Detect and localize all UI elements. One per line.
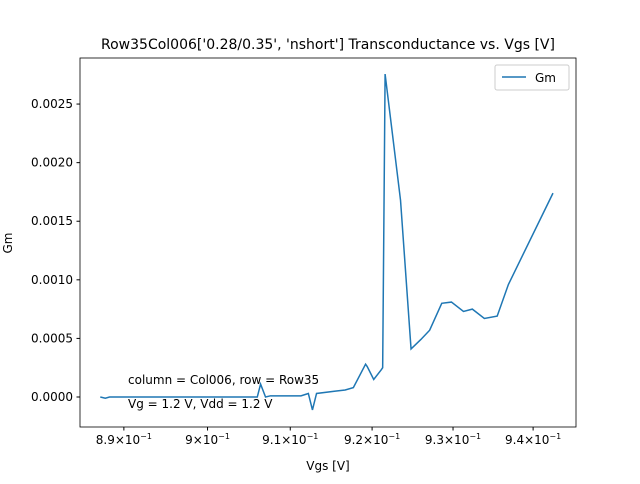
x-tick-label: 8.9×10−1 [96,432,152,447]
x-tick-label: 9.2×10−1 [344,432,400,447]
x-tick-label-base: 9.2×10 [344,433,388,447]
x-tick-label: 9.1×10−1 [262,432,318,447]
x-tick-label-base: 9.4×10 [505,433,549,447]
y-axis-label: Gm [1,233,15,254]
y-tick-label: 0.0010 [31,273,73,287]
x-tick-label-exponent: −1 [140,432,152,441]
y-tick-label: 0.0005 [31,331,73,345]
x-tick-label: 9×10−1 [185,432,230,447]
x-tick-label: 9.3×10−1 [425,432,481,447]
legend-label: Gm [535,71,556,85]
x-tick-label-base: 8.9×10 [96,433,140,447]
y-tick-label: 0.0020 [31,156,73,170]
y-tick-label: 0.0015 [31,214,73,228]
x-tick-label-exponent: −1 [469,432,481,441]
y-tick-label: 0.0025 [31,97,73,111]
x-tick-label: 9.4×10−1 [505,432,561,447]
x-tick-label-exponent: −1 [307,432,319,441]
x-tick-label-base: 9.1×10 [262,433,306,447]
x-tick-label-exponent: −1 [549,432,561,441]
x-tick-label-base: 9×10 [185,433,218,447]
annotation: column = Col006, row = Row35 [128,373,319,387]
plot-frame [79,57,577,428]
annotation: Vg = 1.2 V, Vdd = 1.2 V [128,397,273,411]
series-line [100,73,554,411]
y-tick-label: 0.0000 [31,390,73,404]
x-tick-label-exponent: −1 [388,432,400,441]
x-tick-label-base: 9.3×10 [425,433,469,447]
chart-title: Row35Col006['0.28/0.35', 'nshort'] Trans… [101,37,555,53]
legend-box [494,64,570,91]
x-axis-label: Vgs [V] [306,459,349,473]
x-tick-label-exponent: −1 [218,432,230,441]
